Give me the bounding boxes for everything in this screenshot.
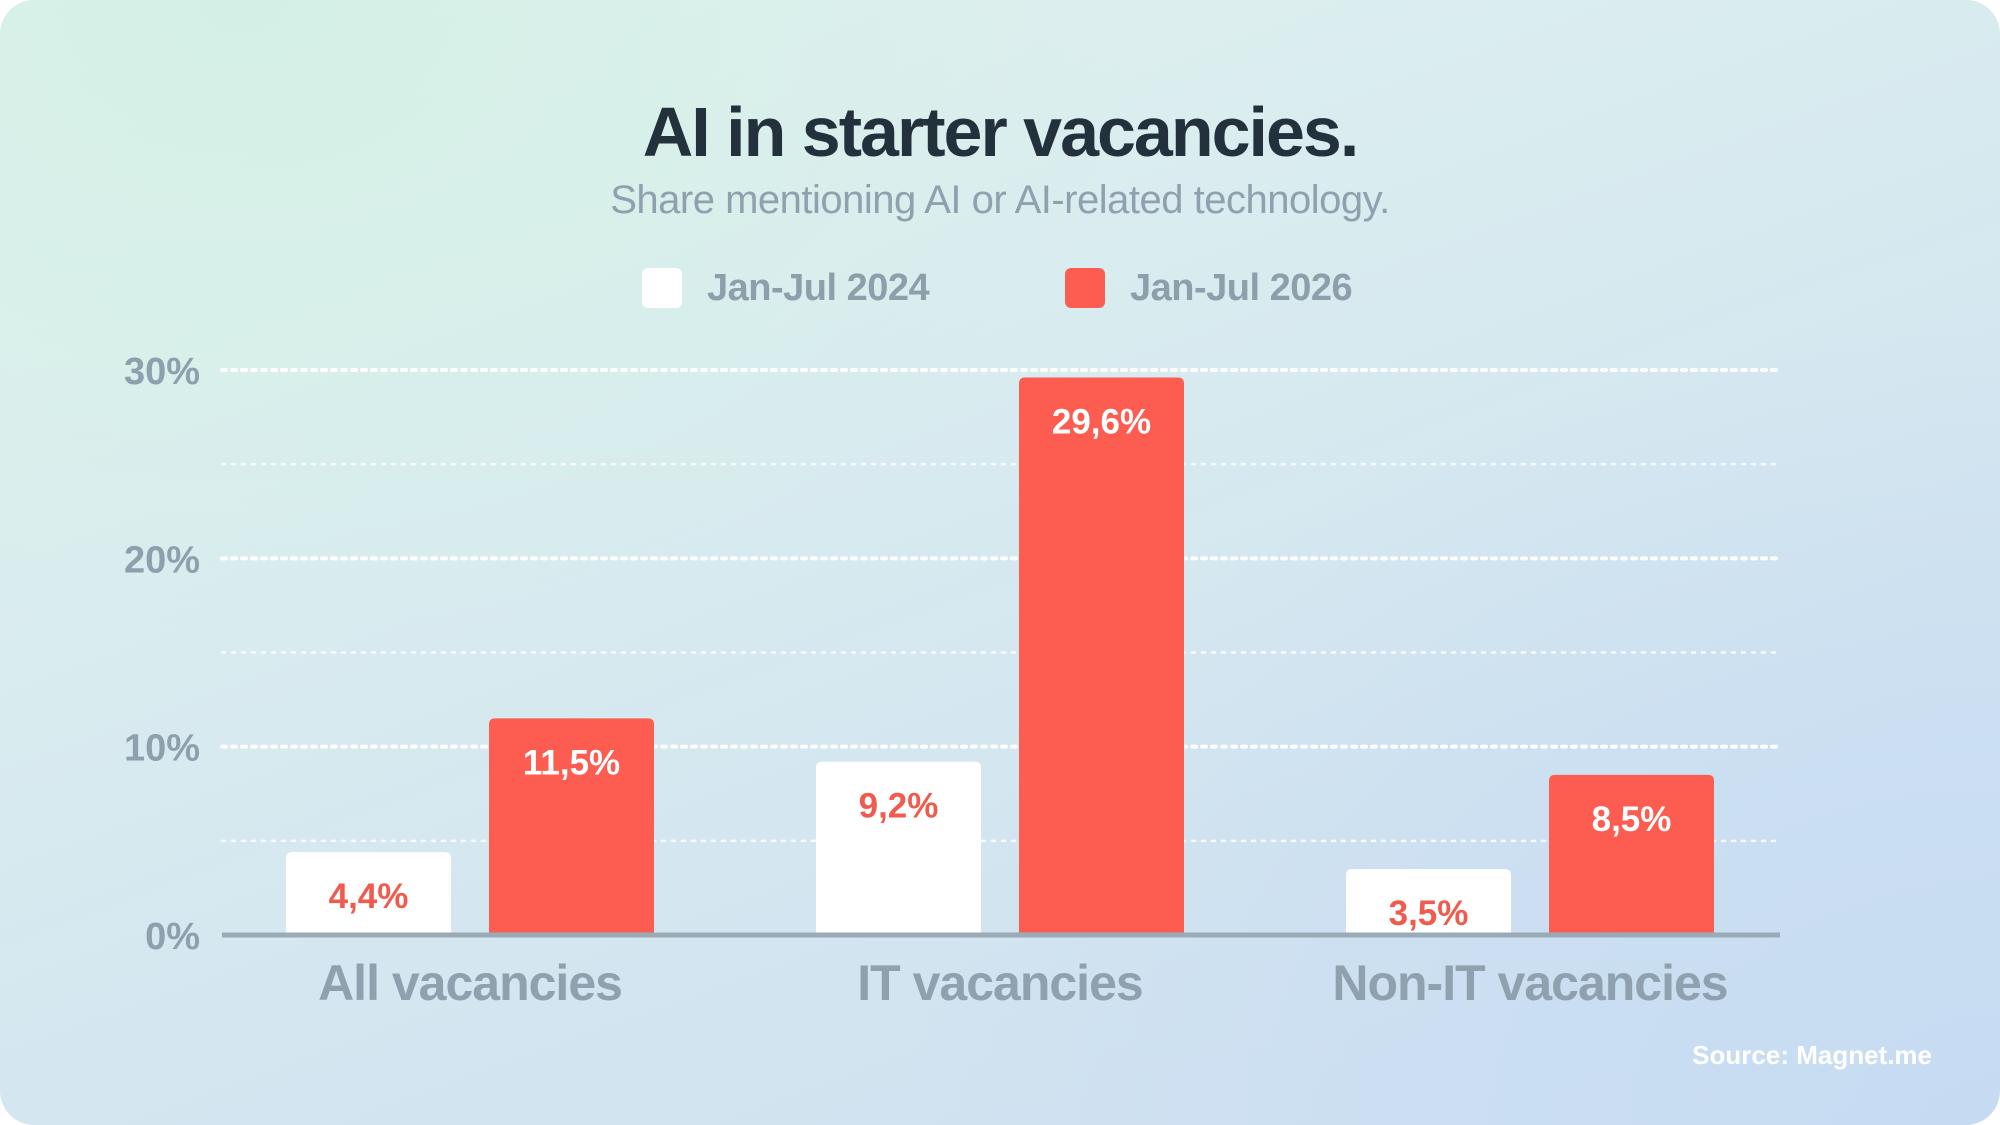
legend-label-2024: Jan-Jul 2024 <box>707 267 930 309</box>
y-tick-label: 0% <box>145 916 200 958</box>
bar-value-label: 11,5% <box>523 743 620 782</box>
legend-swatch-2024 <box>642 268 682 308</box>
bar <box>1019 377 1184 935</box>
bar <box>1346 869 1511 935</box>
bar-value-label: 9,2% <box>859 787 939 826</box>
bar <box>489 718 654 935</box>
bar-value-label: 8,5% <box>1592 800 1672 839</box>
chart-title: AI in starter vacancies. <box>642 93 1360 171</box>
x-category-label: All vacancies <box>318 955 622 1011</box>
bar <box>286 852 451 935</box>
source-note: Source: Magnet.me <box>1692 1040 1932 1070</box>
bar <box>1549 774 1714 935</box>
bar-value-label: 29,6% <box>1052 403 1151 442</box>
legend-swatch-2026 <box>1065 268 1105 308</box>
legend-label-2026: Jan-Jul 2026 <box>1130 267 1353 309</box>
bar-value-label: 3,5% <box>1389 894 1469 933</box>
bar <box>816 761 981 935</box>
chart-subtitle: Share mentioning AI or AI-related techno… <box>610 178 1390 222</box>
bar-value-label: 4,4% <box>329 877 409 916</box>
x-category-label: Non-IT vacancies <box>1332 955 1727 1011</box>
x-category-label: IT vacancies <box>857 955 1142 1011</box>
y-tick-label: 30% <box>124 351 200 393</box>
y-tick-label: 20% <box>124 539 200 581</box>
y-tick-label: 10% <box>124 728 200 770</box>
